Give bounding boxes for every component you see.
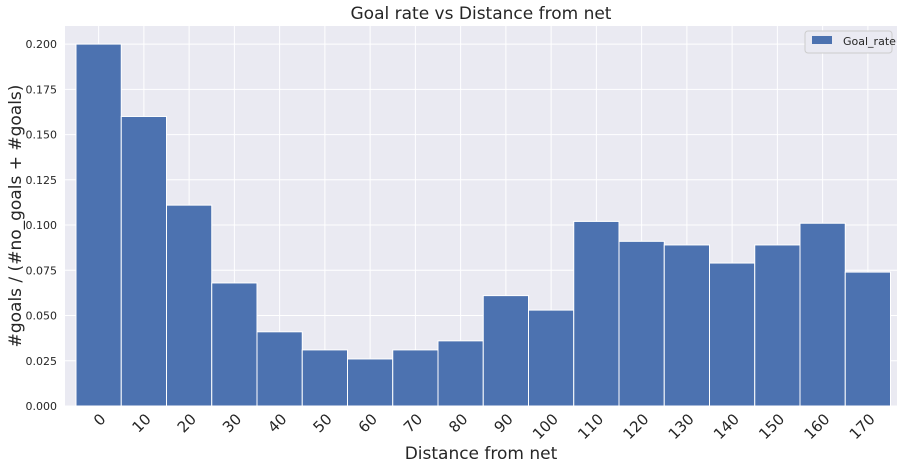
legend-swatch	[812, 36, 832, 44]
y-tick-label: 0.150	[26, 129, 58, 142]
y-tick-label: 0.125	[26, 174, 58, 187]
y-tick-label: 0.100	[26, 219, 58, 232]
x-tick-label: 10	[128, 410, 154, 436]
x-tick-label: 40	[264, 410, 290, 436]
bar-50	[301, 349, 348, 407]
bar-80	[437, 340, 484, 407]
x-tick-label: 150	[755, 410, 788, 443]
bar-0	[75, 43, 122, 407]
bar-140	[709, 262, 756, 407]
x-tick-label: 100	[529, 410, 562, 443]
x-tick-label: 70	[400, 410, 426, 436]
bar-100	[528, 309, 575, 407]
x-tick-label: 110	[574, 410, 607, 443]
bar-10	[120, 115, 167, 407]
x-tick-labels: 0 10 20 30 40 50 60 70 80 90 100 110 120 130 140 150 160…	[90, 410, 879, 443]
y-tick-labels: 0.000 0.025 0.050 0.075 0.100 0.125 0.150 0.175…	[26, 38, 58, 413]
x-tick-label: 30	[219, 410, 245, 436]
bar-60	[347, 358, 394, 407]
legend-label: Goal_rate	[843, 35, 896, 48]
bar-120	[618, 240, 665, 407]
bar-150	[754, 244, 801, 407]
bar-70	[392, 349, 439, 407]
x-tick-label: 50	[309, 410, 335, 436]
x-axis-label: Distance from net	[405, 444, 558, 464]
x-tick-label: 170	[846, 410, 879, 443]
chart-title: Goal rate vs Distance from net	[351, 4, 612, 24]
y-tick-label: 0.025	[26, 355, 58, 368]
x-tick-label: 140	[710, 410, 743, 443]
x-tick-label: 20	[174, 410, 200, 436]
x-tick-label: 130	[665, 410, 698, 443]
bar-170	[844, 271, 891, 407]
y-axis-label: #goals / (#no_goals + #goals)	[6, 85, 26, 348]
bar-90	[482, 295, 529, 407]
bar-30	[211, 282, 258, 407]
bar-160	[799, 222, 846, 407]
y-tick-label: 0.200	[26, 38, 58, 51]
bar-20	[166, 204, 213, 407]
legend: Goal_rate	[804, 30, 896, 54]
bar-110	[573, 220, 620, 407]
x-tick-label: 60	[355, 410, 381, 436]
bar-130	[663, 244, 710, 407]
y-tick-label: 0.000	[26, 400, 58, 413]
x-tick-label: 120	[619, 410, 652, 443]
bars	[75, 43, 891, 407]
x-tick-label: 80	[445, 410, 471, 436]
y-tick-label: 0.075	[26, 264, 58, 277]
bar-40	[256, 331, 303, 407]
y-tick-label: 0.050	[26, 310, 58, 323]
x-tick-label: 0	[90, 410, 109, 429]
y-tick-label: 0.175	[26, 83, 58, 96]
x-tick-label: 90	[490, 410, 516, 436]
x-tick-label: 160	[800, 410, 833, 443]
